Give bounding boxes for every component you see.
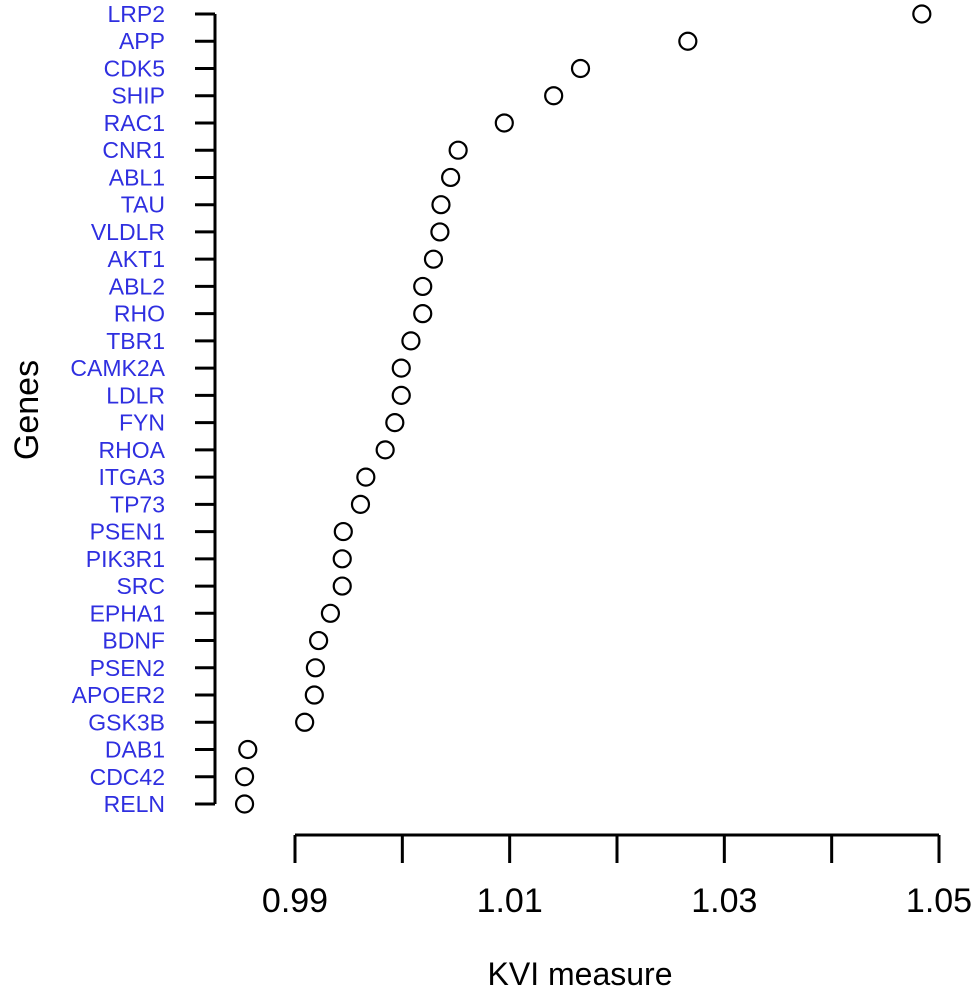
- gene-label-ldlr: LDLR: [106, 382, 165, 408]
- x-tick-label: 1.03: [691, 882, 757, 920]
- point-psen1: [333, 521, 353, 542]
- gene-label-itga3: ITGA3: [99, 464, 165, 490]
- gene-label-reln: RELN: [104, 791, 165, 817]
- gene-label-abl1: ABL1: [109, 164, 165, 190]
- y-axis: [195, 12, 217, 806]
- x-axis: 0.99 1.01 1.03 1.05: [262, 833, 972, 920]
- point-gsk3b: [295, 712, 315, 732]
- point-src: [332, 576, 352, 596]
- point-abl2: [413, 276, 433, 297]
- gene-label-pik3r1: PIK3R1: [86, 546, 165, 572]
- gene-label-epha1: EPHA1: [90, 600, 165, 626]
- point-ship: [544, 86, 564, 106]
- point-vldlr: [430, 222, 450, 242]
- gene-label-abl2: ABL2: [109, 273, 165, 299]
- point-app: [678, 31, 698, 51]
- point-tp73: [350, 494, 371, 514]
- gene-label-tp73: TP73: [110, 491, 165, 517]
- point-camk2a: [391, 358, 411, 378]
- point-epha1: [320, 603, 341, 623]
- gene-label-akt1: AKT1: [107, 246, 165, 272]
- gene-label-bdnf: BDNF: [102, 628, 165, 654]
- point-cdk5: [570, 58, 591, 79]
- point-bdnf: [309, 630, 329, 651]
- point-tau: [431, 195, 451, 215]
- y-axis-title: Genes: [8, 360, 46, 460]
- point-cdc42: [234, 767, 255, 787]
- point-rho: [413, 304, 433, 324]
- gene-labels: LRP2APPCDK5SHIPRAC1CNR1ABL1TAUVLDLRAKT1A…: [70, 1, 165, 817]
- point-fyn: [385, 413, 405, 433]
- gene-label-tbr1: TBR1: [106, 328, 165, 354]
- gene-label-tau: TAU: [121, 192, 165, 218]
- gene-label-lrp2: LRP2: [107, 1, 165, 27]
- gene-label-fyn: FYN: [119, 410, 165, 436]
- point-pik3r1: [332, 549, 352, 569]
- gene-label-cnr1: CNR1: [102, 137, 165, 163]
- point-akt1: [423, 249, 444, 269]
- gene-label-gsk3b: GSK3B: [88, 709, 165, 735]
- x-tick-label: 0.99: [262, 882, 328, 920]
- point-ldlr: [391, 385, 411, 405]
- gene-label-rhoa: RHOA: [99, 437, 166, 463]
- gene-label-cdc42: CDC42: [90, 764, 165, 790]
- gene-label-src: SRC: [116, 573, 165, 599]
- gene-label-vldlr: VLDLR: [91, 219, 165, 245]
- gene-label-ship: SHIP: [111, 83, 165, 109]
- x-axis-title: KVI measure: [488, 956, 673, 992]
- point-dab1: [238, 739, 258, 760]
- point-psen2: [305, 658, 325, 678]
- gene-label-psen2: PSEN2: [90, 655, 165, 681]
- point-rac1: [494, 113, 514, 133]
- point-tbr1: [401, 331, 421, 351]
- gene-label-apoer2: APOER2: [72, 682, 165, 708]
- gene-label-rho: RHO: [114, 301, 165, 327]
- point-lrp2: [912, 4, 932, 24]
- point-itga3: [356, 467, 376, 487]
- gene-label-psen1: PSEN1: [90, 519, 165, 545]
- gene-label-app: APP: [119, 28, 165, 54]
- point-cnr1: [448, 140, 468, 160]
- x-tick-label: 1.01: [477, 882, 543, 920]
- gene-label-dab1: DAB1: [105, 737, 165, 763]
- gene-label-rac1: RAC1: [104, 110, 165, 136]
- point-rhoa: [375, 440, 395, 460]
- point-apoer2: [304, 685, 324, 705]
- gene-label-camk2a: CAMK2A: [70, 355, 165, 381]
- gene-label-cdk5: CDK5: [104, 55, 165, 81]
- x-tick-label: 1.05: [906, 882, 972, 920]
- point-abl1: [441, 167, 461, 188]
- point-reln: [234, 794, 255, 814]
- data-points: [234, 4, 932, 814]
